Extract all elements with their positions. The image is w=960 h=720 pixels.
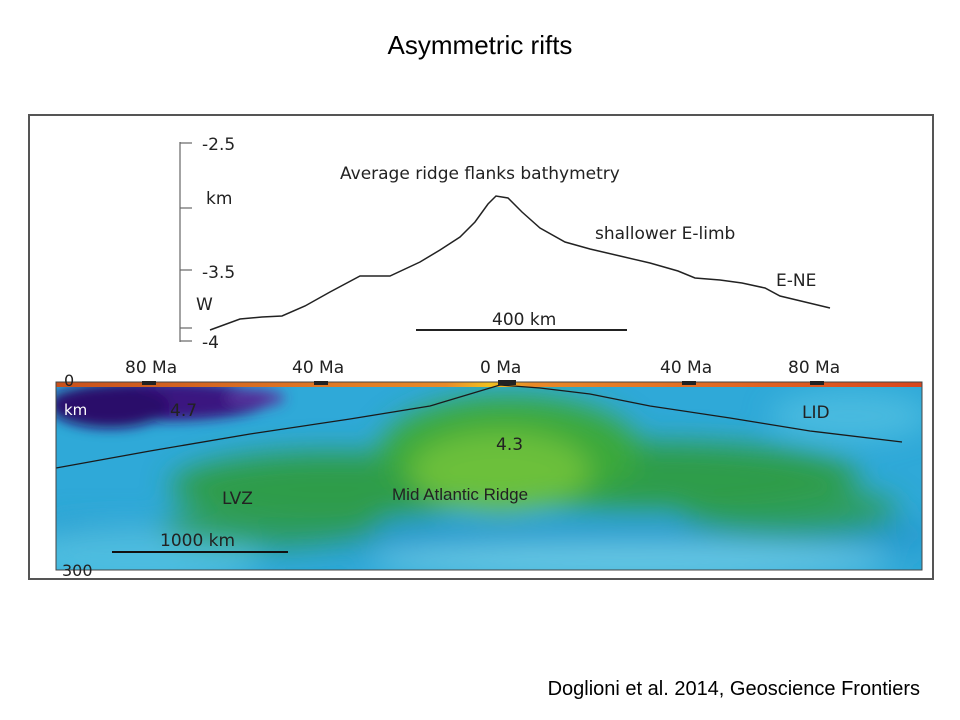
low-velocity-label: 4.3: [496, 435, 523, 455]
tomography-scale-label: 1000 km: [160, 531, 235, 551]
surface-strip: [56, 382, 922, 387]
high-velocity-label: 4.7: [170, 401, 197, 421]
citation: Doglioni et al. 2014, Geoscience Frontie…: [547, 678, 920, 700]
y-tick-label-top: -2.5: [202, 135, 235, 155]
bathymetry-panel: -2.5 km -3.5 W -4 Average ridge flanks b…: [179, 135, 831, 353]
lid-label: LID: [802, 403, 830, 423]
age-marker: [682, 381, 696, 385]
y-tick-label-bottom: -4: [202, 333, 219, 353]
age-marker: [498, 380, 516, 385]
y-axis-unit: km: [206, 189, 232, 209]
tomography-frame: [55, 381, 923, 571]
depth-top-label: 0: [64, 371, 74, 390]
lvz-label: LVZ: [222, 489, 253, 509]
ridge-label: Mid Atlantic Ridge: [392, 485, 528, 504]
shallower-limb-label: shallower E-limb: [595, 224, 735, 244]
figure-canvas: -2.5 km -3.5 W -4 Average ridge flanks b…: [55, 135, 923, 578]
age-marker: [314, 381, 328, 385]
figure-panel: -2.5 km -3.5 W -4 Average ridge flanks b…: [28, 114, 934, 580]
age-label: 40 Ma: [660, 358, 712, 378]
tomography-panel: 80 Ma 40 Ma 0 Ma 40 Ma 80 Ma 0 km 300 4.…: [55, 358, 923, 578]
age-marker: [810, 381, 824, 385]
age-marker: [142, 381, 156, 385]
slide-title: Asymmetric rifts: [387, 30, 573, 60]
age-label: 80 Ma: [788, 358, 840, 378]
depth-bottom-label: 300: [62, 561, 93, 578]
east-label: E-NE: [776, 271, 816, 291]
age-label: 0 Ma: [480, 358, 521, 378]
depth-unit-label: km: [64, 401, 87, 419]
bathymetry-scale-label: 400 km: [492, 310, 556, 330]
velocity-field: [56, 382, 922, 570]
age-label: 80 Ma: [125, 358, 177, 378]
y-tick-label-middle: -3.5: [202, 263, 235, 283]
age-label: 40 Ma: [292, 358, 344, 378]
bathymetry-profile-line: [209, 195, 831, 331]
bathymetry-title: Average ridge flanks bathymetry: [340, 164, 620, 184]
west-label: W: [196, 295, 213, 315]
